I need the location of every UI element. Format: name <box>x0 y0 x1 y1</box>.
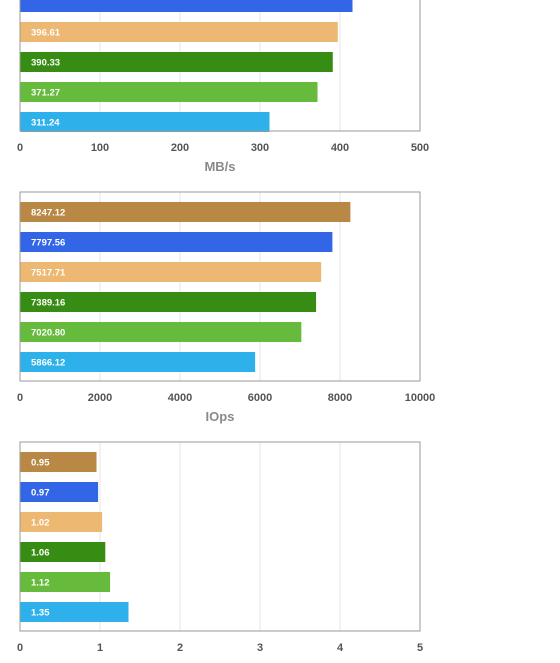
bar-value-label: 0.97 <box>31 488 50 499</box>
x-tick-label: 0 <box>17 392 23 404</box>
plot-area <box>20 192 420 381</box>
bar <box>20 22 338 42</box>
x-tick-label: 0 <box>17 642 23 654</box>
bar <box>20 52 333 72</box>
x-tick-label: 300 <box>251 142 269 154</box>
x-tick-label: 2000 <box>88 392 112 404</box>
x-tick-label: 2 <box>177 642 183 654</box>
bar-value-label: 5866.12 <box>31 358 65 369</box>
bar-value-label: 371.27 <box>31 88 60 99</box>
chart-1: 396.61 390.33 371.27 311.24 0 100 200 300 400 500… <box>17 0 429 174</box>
bar-value-label: 1.02 <box>31 518 50 529</box>
plot-frame <box>19 0 421 132</box>
x-tick-label: 10000 <box>405 392 436 404</box>
x-tick-label: 500 <box>411 142 429 154</box>
bar-value-label: 390.33 <box>31 58 60 69</box>
plot-area <box>20 442 420 631</box>
bar-value-label: 1.12 <box>31 578 50 589</box>
x-tick-label: 200 <box>171 142 189 154</box>
x-tick-label: 100 <box>91 142 109 154</box>
plot-frame <box>19 191 421 382</box>
bar-value-label: 1.35 <box>31 608 50 619</box>
plot-frame <box>19 441 421 632</box>
bar <box>20 322 302 342</box>
chart-3: 0.95 0.97 1.02 1.06 1.12 1.35 0 1 2 3 4 5 <box>17 441 423 654</box>
bar <box>20 292 317 312</box>
x-axis-title: IOps <box>206 409 235 424</box>
bar <box>20 232 333 252</box>
bar-value-label: 7797.56 <box>31 238 65 249</box>
x-tick-label: 0 <box>17 142 23 154</box>
bar <box>20 602 129 622</box>
bar-value-label: 0.95 <box>31 458 50 469</box>
x-tick-label: 3 <box>257 642 263 654</box>
bar <box>20 482 99 502</box>
bar <box>20 542 106 562</box>
bar <box>20 512 103 532</box>
chart-2: 8247.12 7797.56 7517.71 7389.16 7020.80 5866.… <box>17 191 436 424</box>
x-tick-label: 400 <box>331 142 349 154</box>
x-tick-label: 4000 <box>168 392 192 404</box>
bar <box>20 82 318 102</box>
x-tick-label: 8000 <box>328 392 352 404</box>
bar <box>20 0 353 12</box>
bar <box>20 452 97 472</box>
bar <box>20 572 111 592</box>
bar-value-label: 311.24 <box>31 118 60 129</box>
x-tick-label: 5 <box>417 642 423 654</box>
bar <box>20 262 322 282</box>
bar-value-label: 7517.71 <box>31 268 66 279</box>
bar-value-label: 7389.16 <box>31 298 65 309</box>
bar-value-label: 7020.80 <box>31 328 65 339</box>
x-tick-label: 4 <box>337 642 344 654</box>
bar-value-label: 8247.12 <box>31 208 65 219</box>
bar-value-label: 396.61 <box>31 28 61 39</box>
x-tick-label: 6000 <box>248 392 272 404</box>
bar <box>20 352 256 372</box>
x-tick-label: 1 <box>97 642 103 654</box>
bar <box>20 202 351 222</box>
bar <box>20 112 270 132</box>
x-axis-title: MB/s <box>204 159 235 174</box>
bar-value-label: 1.06 <box>31 548 50 559</box>
